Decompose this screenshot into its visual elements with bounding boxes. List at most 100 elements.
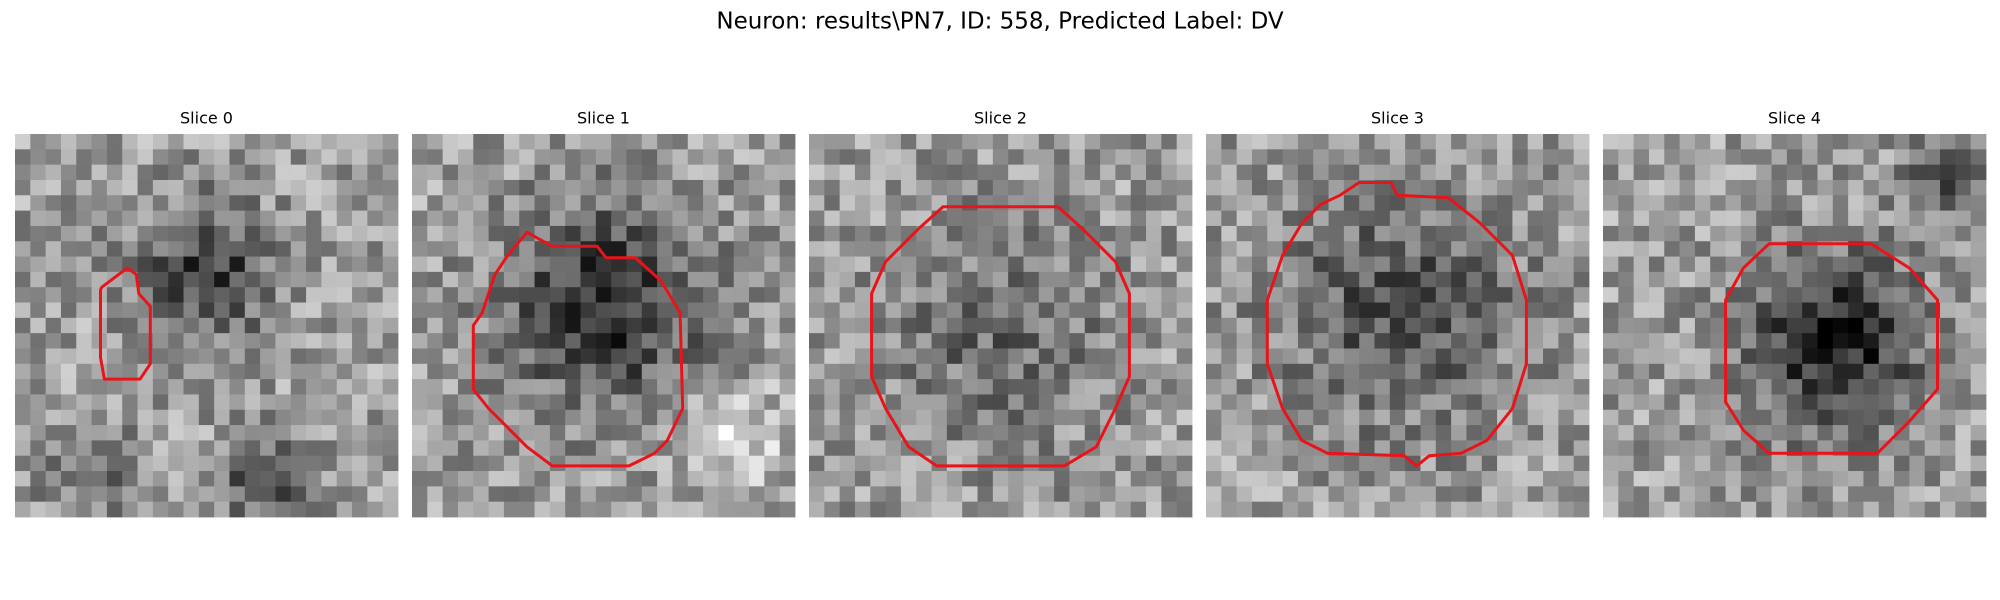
pixel [595, 134, 612, 150]
pixel [1679, 164, 1696, 181]
pixel [244, 471, 261, 487]
pixel [352, 179, 368, 196]
pixel [565, 333, 581, 349]
pixel [718, 302, 735, 319]
pixel [229, 363, 246, 380]
pixel [749, 179, 765, 196]
pixel [106, 333, 123, 349]
pixel [1679, 440, 1696, 457]
pixel [1725, 455, 1742, 472]
pixel [1863, 179, 1880, 196]
pixel [1848, 486, 1864, 503]
pixel [885, 379, 902, 395]
pixel [1878, 409, 1895, 426]
pixel [1451, 302, 1467, 319]
pixel [687, 471, 704, 487]
pixel [503, 394, 520, 411]
pixel [1374, 425, 1391, 441]
pixel [1725, 317, 1742, 334]
pixel [1343, 455, 1360, 472]
pixel [779, 134, 796, 150]
pixel [1512, 134, 1529, 150]
pixel [809, 149, 825, 166]
pixel [168, 241, 184, 257]
pixel [854, 486, 871, 503]
pixel [229, 134, 246, 150]
pixel [503, 455, 520, 472]
pixel [992, 501, 1009, 518]
pixel [611, 149, 627, 166]
pixel [1648, 425, 1665, 441]
pixel [503, 149, 520, 166]
pixel [457, 440, 474, 457]
pixel [1817, 394, 1834, 411]
pixel [1054, 134, 1070, 150]
pixel [1084, 195, 1101, 211]
pixel [839, 195, 856, 211]
pixel [1710, 164, 1726, 181]
pixel [60, 210, 77, 227]
pixel [1084, 164, 1101, 181]
pixel [1771, 134, 1788, 150]
pixel [260, 440, 276, 457]
pixel [1603, 225, 1619, 242]
pixel [641, 195, 658, 211]
pixel [1512, 471, 1529, 487]
pixel [1343, 333, 1360, 349]
pixel [749, 379, 765, 395]
pixel [733, 302, 750, 319]
pixel [595, 394, 612, 411]
pixel [611, 501, 627, 518]
pixel [1710, 363, 1726, 380]
pixel [321, 195, 338, 211]
pixel [106, 210, 123, 227]
pixel [595, 379, 612, 395]
pixel [1909, 486, 1926, 503]
pixel [1054, 210, 1070, 227]
pixel [1221, 425, 1238, 441]
pixel [1146, 287, 1162, 303]
pixel [1894, 501, 1910, 518]
pixel [1389, 195, 1406, 211]
pixel [839, 149, 856, 166]
pixel [1038, 394, 1055, 411]
pixel [30, 471, 47, 487]
pixel [1878, 241, 1895, 257]
pixel [1115, 363, 1132, 380]
pixel [900, 379, 917, 395]
pixel [1848, 210, 1864, 227]
pixel [718, 363, 735, 380]
pixel [1084, 425, 1101, 441]
pixel [1206, 225, 1222, 242]
pixel [1497, 256, 1513, 273]
pixel [1573, 379, 1590, 395]
pixel [1817, 425, 1834, 441]
pixel [321, 179, 338, 196]
pixel [1084, 348, 1101, 365]
pixel [749, 348, 765, 365]
pixel [1618, 271, 1635, 288]
pixel [1359, 271, 1375, 288]
pixel [1267, 225, 1283, 242]
pixel [1618, 333, 1635, 349]
pixel [687, 409, 704, 426]
pixel [1038, 256, 1055, 273]
pixel [1527, 348, 1544, 365]
pixel [1328, 409, 1345, 426]
pixel [1648, 225, 1665, 242]
pixel [1023, 256, 1040, 273]
pixel [1573, 501, 1590, 518]
pixel [427, 363, 444, 380]
pixel [1343, 501, 1360, 518]
pixel [290, 425, 307, 441]
pixel [1405, 440, 1421, 457]
pixel [1710, 440, 1726, 457]
pixel [1940, 134, 1956, 150]
pixel [91, 455, 108, 472]
pixel [1343, 471, 1360, 487]
pixel [427, 271, 444, 288]
pixel [1054, 287, 1070, 303]
pixel [1297, 256, 1314, 273]
pixel [1512, 348, 1529, 365]
pixel [1558, 348, 1575, 365]
